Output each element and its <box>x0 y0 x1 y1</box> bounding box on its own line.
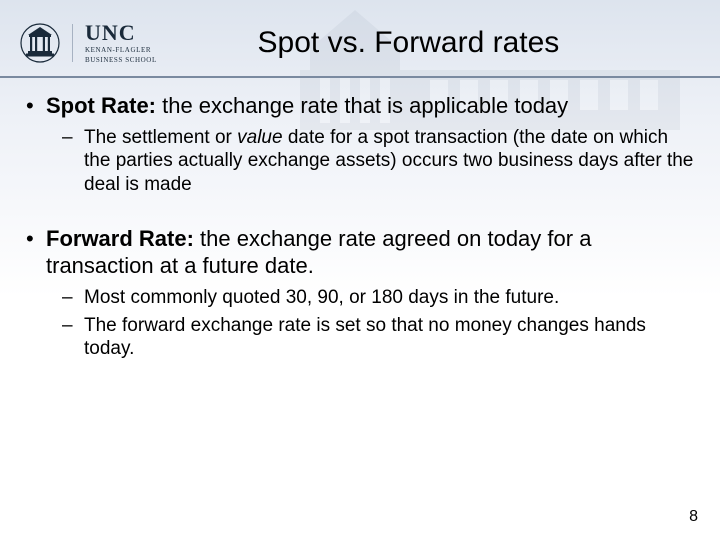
slide-body: Spot Rate: the exchange rate that is app… <box>0 78 720 361</box>
page-number: 8 <box>689 508 698 526</box>
sub-text-pre: The settlement or <box>84 127 237 148</box>
sub-bullet-item: The settlement or value date for a spot … <box>56 126 694 197</box>
title-underline <box>0 76 720 78</box>
sub-bullet-item: Most commonly quoted 30, 90, or 180 days… <box>56 286 694 310</box>
logo-text-block: UNC KENAN-FLAGLER BUSINESS SCHOOL <box>85 22 157 64</box>
sub-bullet-list: Most commonly quoted 30, 90, or 180 days… <box>46 286 694 361</box>
sub-bullet-item: The forward exchange rate is set so that… <box>56 314 694 362</box>
bullet-item: Spot Rate: the exchange rate that is app… <box>26 92 694 197</box>
logo-subline-1: KENAN-FLAGLER <box>85 46 157 54</box>
sub-text-ital: value <box>237 127 282 148</box>
bullet-list: Spot Rate: the exchange rate that is app… <box>26 92 694 361</box>
logo-institution: UNC <box>85 22 157 44</box>
old-well-icon <box>20 21 60 65</box>
sub-text-pre: Most commonly quoted 30, 90, or 180 days… <box>84 287 559 308</box>
bullet-text: the exchange rate that is applicable tod… <box>156 93 568 118</box>
slide-header: UNC KENAN-FLAGLER BUSINESS SCHOOL Spot v… <box>0 0 720 78</box>
institution-logo: UNC KENAN-FLAGLER BUSINESS SCHOOL <box>20 21 157 65</box>
logo-divider <box>72 24 73 62</box>
logo-subline-2: BUSINESS SCHOOL <box>85 56 157 64</box>
bullet-term: Spot Rate: <box>46 93 156 118</box>
slide-title: Spot vs. Forward rates <box>157 26 700 60</box>
bullet-item: Forward Rate: the exchange rate agreed o… <box>26 225 694 361</box>
sub-text-pre: The forward exchange rate is set so that… <box>84 315 646 360</box>
bullet-term: Forward Rate: <box>46 226 194 251</box>
sub-bullet-list: The settlement or value date for a spot … <box>46 126 694 197</box>
